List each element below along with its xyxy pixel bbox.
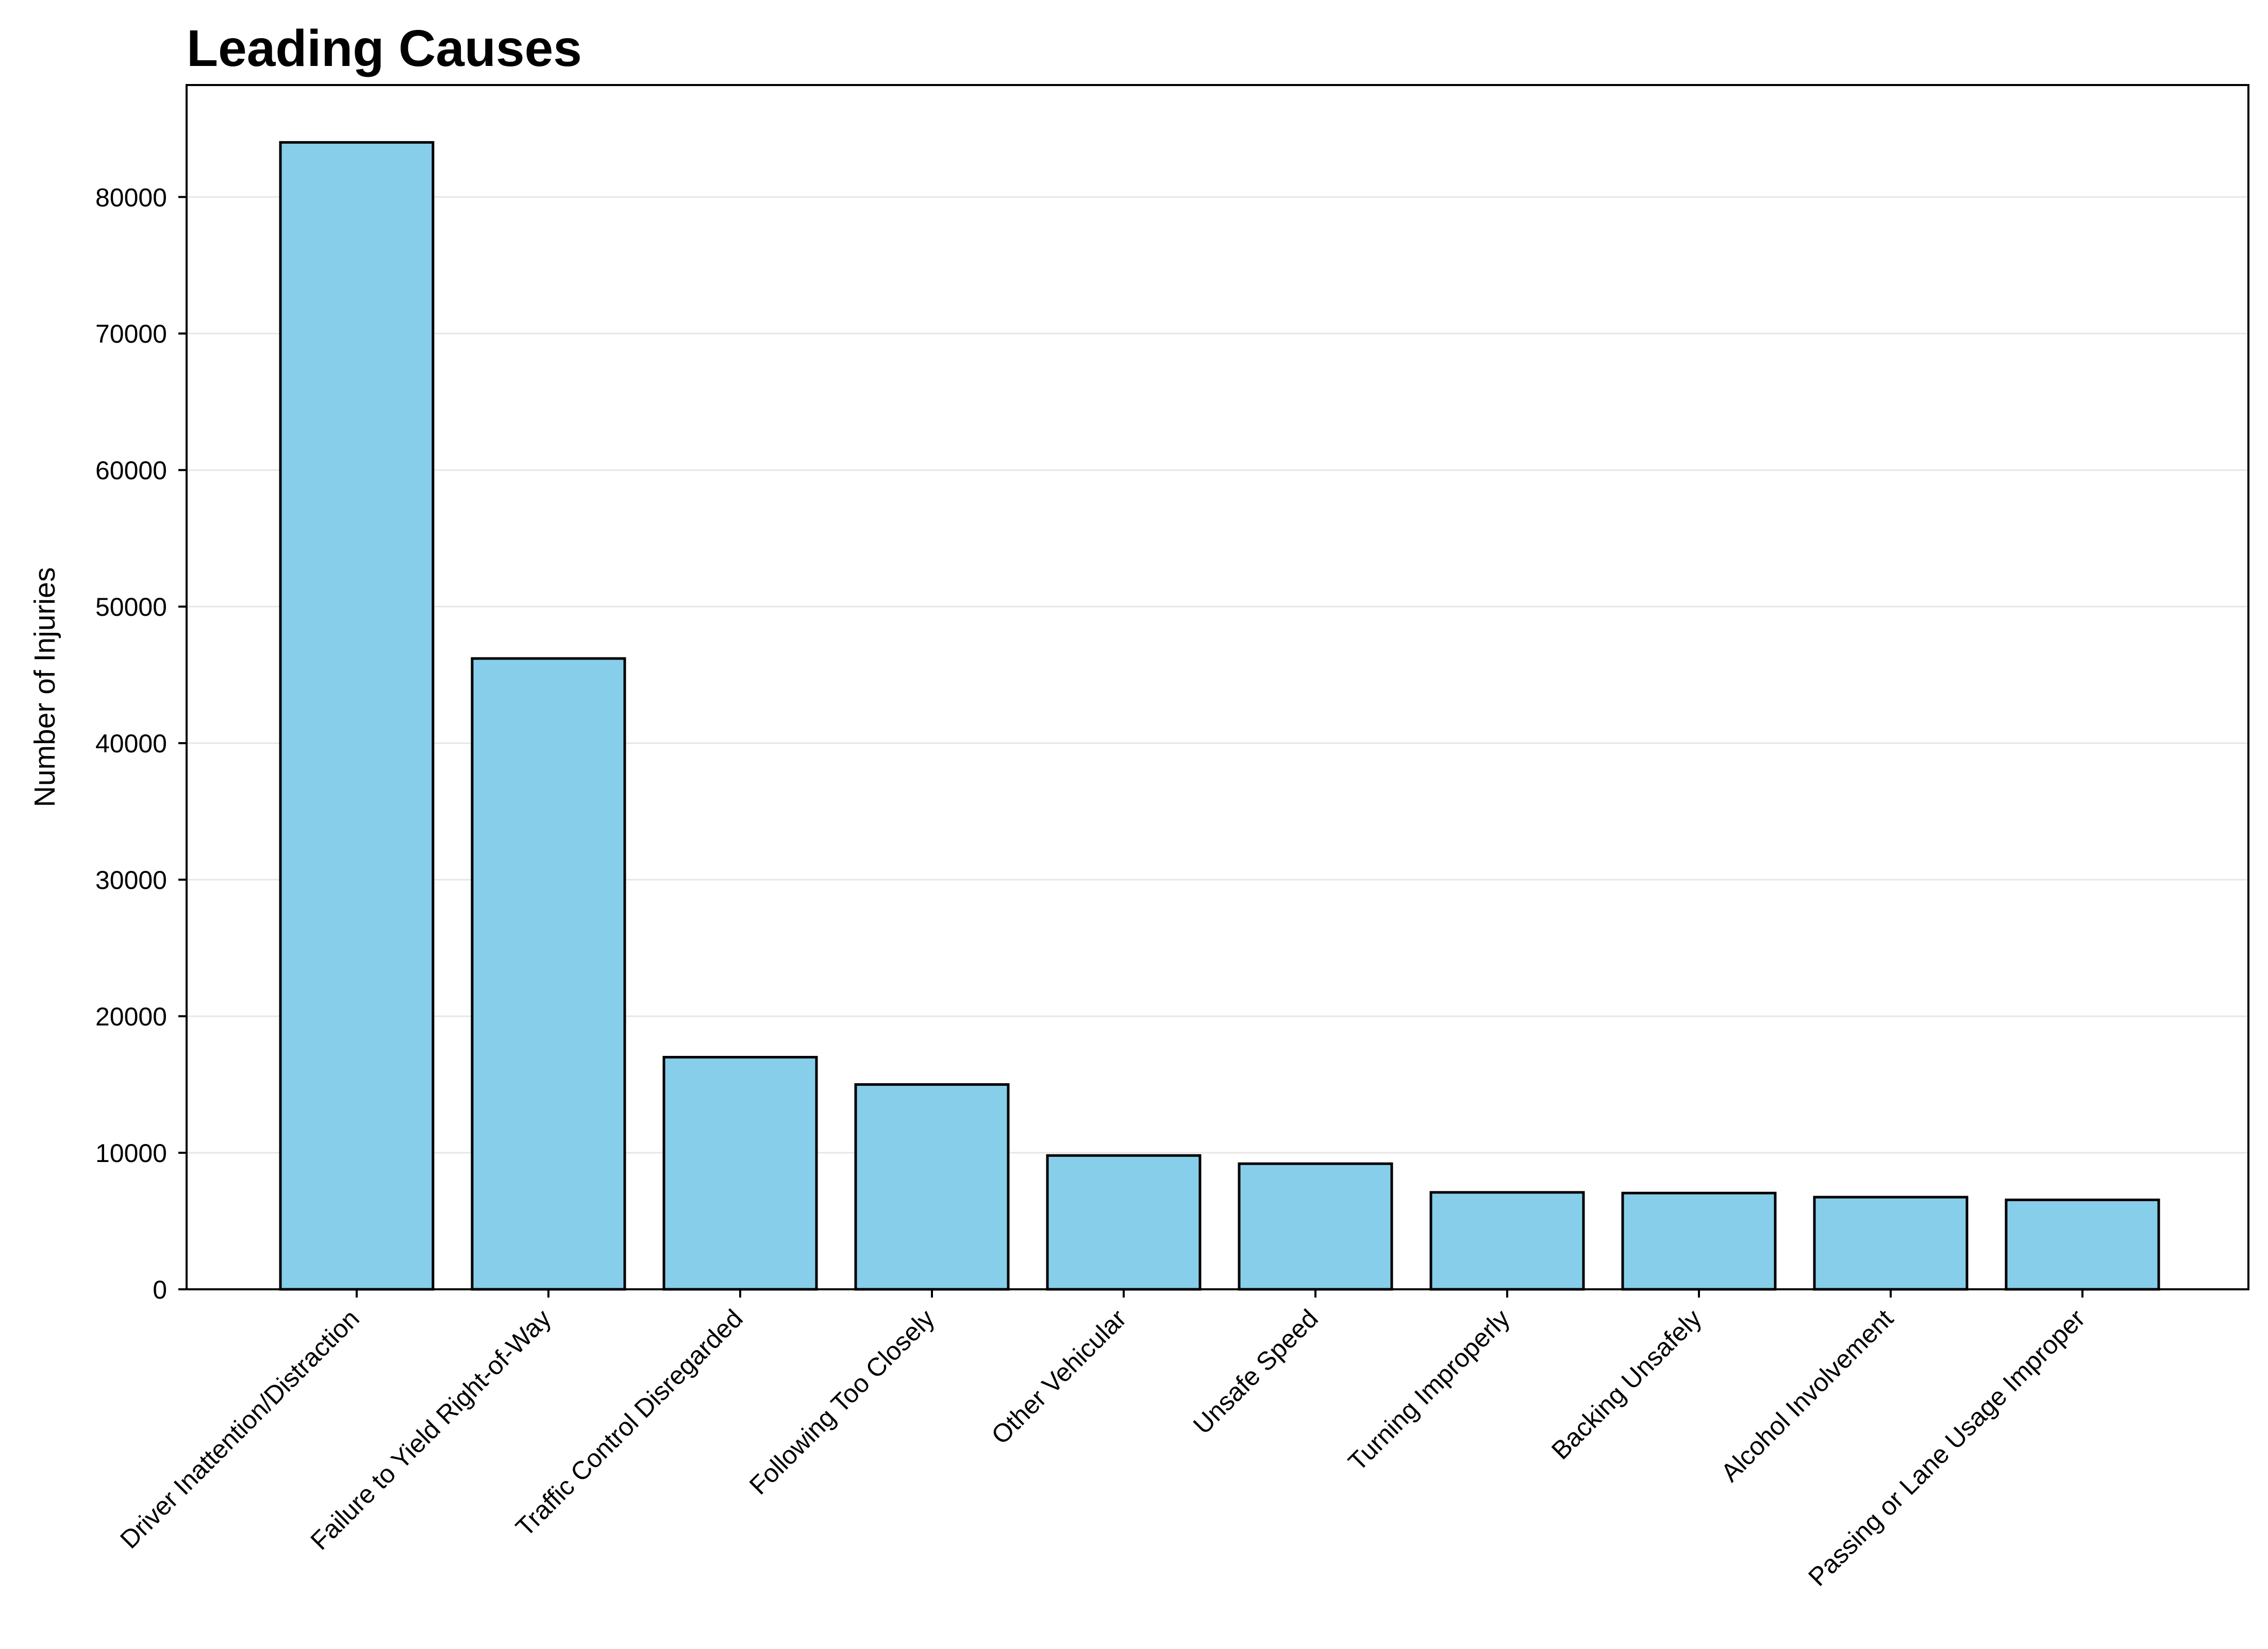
bar (662, 1056, 818, 1291)
y-tick-label: 70000 (95, 319, 167, 348)
y-tick-label: 60000 (95, 456, 167, 485)
bar (1813, 1196, 1969, 1291)
bar (1046, 1154, 1202, 1291)
bar (2005, 1198, 2160, 1291)
y-tick-label: 40000 (95, 729, 167, 758)
y-tick-label: 30000 (95, 866, 167, 895)
plot-frame (186, 84, 2249, 1290)
y-tick-label: 50000 (95, 593, 167, 621)
bars (279, 141, 2160, 1291)
bar (279, 141, 435, 1291)
y-axis-label: Number of Injuries (28, 567, 61, 807)
bar (1621, 1191, 1777, 1291)
bar (471, 657, 626, 1291)
y-tick-label: 0 (153, 1275, 167, 1304)
y-axis-ticks: 0 10000 20000 30000 40000 50000 60000 70000 8000… (95, 183, 187, 1304)
chart-title: Leading Causes (187, 20, 582, 77)
y-tick-label: 80000 (95, 183, 167, 212)
bar (1238, 1162, 1393, 1291)
bar (1429, 1191, 1585, 1291)
y-tick-label: 10000 (95, 1139, 167, 1168)
bar (854, 1083, 1010, 1291)
y-tick-label: 20000 (95, 1002, 167, 1031)
